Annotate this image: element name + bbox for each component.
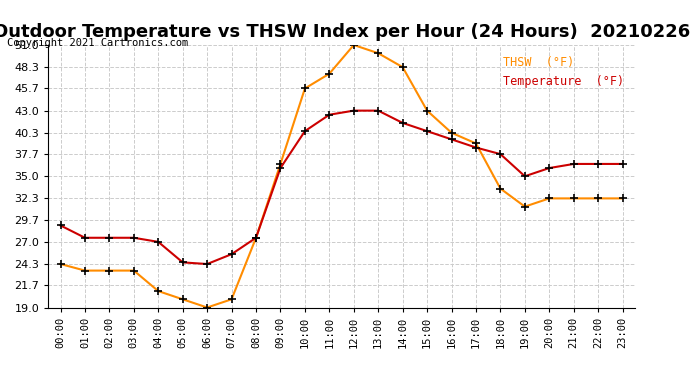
- THSW  (°F): [57, 262, 65, 266]
- Temperature  (°F): [374, 108, 382, 113]
- Temperature  (°F): [496, 152, 504, 156]
- Temperature  (°F): [350, 108, 358, 113]
- Temperature  (°F): [399, 121, 407, 125]
- Temperature  (°F): [594, 162, 602, 166]
- Temperature  (°F): [301, 129, 309, 134]
- Temperature  (°F): [521, 174, 529, 178]
- THSW  (°F): [276, 162, 284, 166]
- Temperature  (°F): [130, 236, 138, 240]
- THSW  (°F): [521, 204, 529, 209]
- THSW  (°F): [545, 196, 553, 201]
- Legend: THSW  (°F), Temperature  (°F): THSW (°F), Temperature (°F): [498, 51, 629, 92]
- THSW  (°F): [228, 297, 236, 302]
- Temperature  (°F): [106, 236, 114, 240]
- Temperature  (°F): [569, 162, 578, 166]
- Temperature  (°F): [618, 162, 627, 166]
- THSW  (°F): [423, 108, 431, 113]
- Temperature  (°F): [325, 112, 333, 117]
- THSW  (°F): [569, 196, 578, 201]
- THSW  (°F): [594, 196, 602, 201]
- Temperature  (°F): [276, 166, 284, 170]
- THSW  (°F): [179, 297, 187, 302]
- Temperature  (°F): [545, 166, 553, 170]
- Temperature  (°F): [228, 252, 236, 257]
- Temperature  (°F): [252, 236, 260, 240]
- THSW  (°F): [81, 268, 89, 273]
- Temperature  (°F): [57, 223, 65, 228]
- Temperature  (°F): [203, 262, 211, 266]
- THSW  (°F): [350, 43, 358, 47]
- THSW  (°F): [325, 72, 333, 76]
- Temperature  (°F): [447, 137, 455, 142]
- Title: Outdoor Temperature vs THSW Index per Hour (24 Hours)  20210226: Outdoor Temperature vs THSW Index per Ho…: [0, 22, 690, 40]
- Temperature  (°F): [81, 236, 89, 240]
- Text: Copyright 2021 Cartronics.com: Copyright 2021 Cartronics.com: [7, 38, 188, 48]
- THSW  (°F): [472, 141, 480, 146]
- Temperature  (°F): [423, 129, 431, 134]
- Line: Temperature  (°F): Temperature (°F): [57, 106, 627, 268]
- THSW  (°F): [106, 268, 114, 273]
- THSW  (°F): [447, 130, 455, 135]
- THSW  (°F): [618, 196, 627, 201]
- THSW  (°F): [496, 186, 504, 191]
- THSW  (°F): [130, 268, 138, 273]
- THSW  (°F): [301, 86, 309, 91]
- Temperature  (°F): [154, 240, 162, 244]
- Temperature  (°F): [179, 260, 187, 265]
- THSW  (°F): [252, 236, 260, 240]
- THSW  (°F): [154, 289, 162, 293]
- Line: THSW  (°F): THSW (°F): [57, 41, 627, 312]
- Temperature  (°F): [472, 145, 480, 150]
- THSW  (°F): [399, 65, 407, 69]
- THSW  (°F): [374, 51, 382, 56]
- THSW  (°F): [203, 305, 211, 310]
